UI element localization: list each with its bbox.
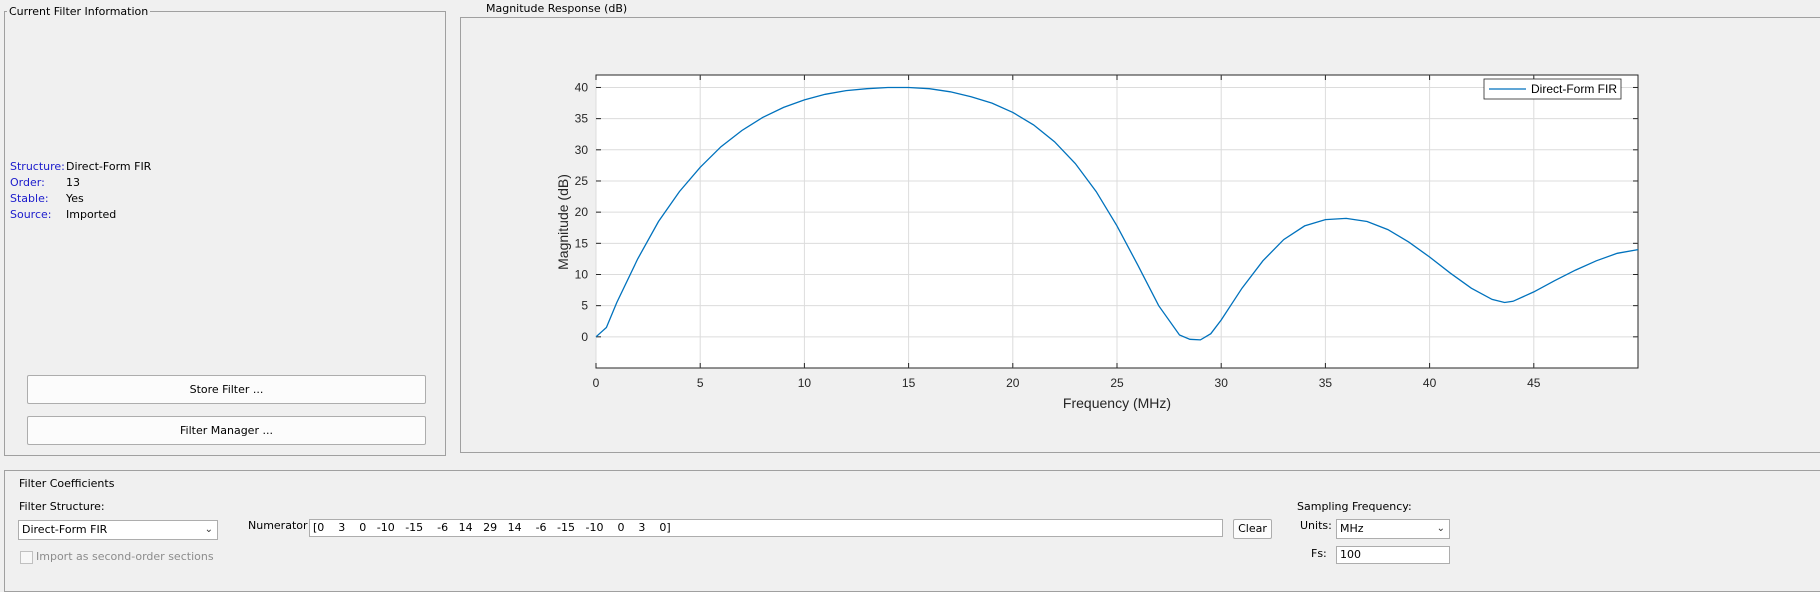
info-key: Stable: [10,192,49,205]
info-value: 13 [66,176,80,189]
x-tick-label: 40 [1423,376,1437,390]
legend: Direct-Form FIR [1483,78,1622,100]
magnitude-response-chart: 0 5 10 15 20 25 30 35 40 45 0 5 10 15 20 25 30 35 40 Freq… [555,74,1639,411]
info-row-structure: Structure:Direct-Form FIR [10,159,151,175]
numerator-label: Numerator [248,519,308,532]
info-row-stable: Stable: Yes [10,191,84,207]
y-tick-label: 25 [575,174,589,188]
series-line-direct-form-fir [595,86,1639,341]
filter-coefficients-panel-title: Filter Coefficients [17,477,117,490]
info-value: Yes [66,192,84,205]
filter-structure-dropdown[interactable]: Direct-Form FIR ⌄ [18,520,218,540]
y-tick-label: 30 [575,143,589,157]
x-tick-label: 25 [1110,376,1124,390]
sos-checkbox-label: Import as second-order sections [36,550,214,563]
x-tick-label: 30 [1215,376,1229,390]
info-key: Order: [10,176,45,189]
store-filter-button[interactable]: Store Filter ... [27,375,426,404]
info-key: Structure: [10,160,65,173]
filter-info-panel-title: Current Filter Information [7,5,151,18]
x-ticks: 0 5 10 15 20 25 30 35 40 45 [593,75,1541,390]
filter-info-panel [4,11,446,456]
y-tick-label: 5 [581,299,588,313]
filter-manager-button[interactable]: Filter Manager ... [27,416,426,445]
x-tick-label: 20 [1006,376,1020,390]
info-row-order: Order: 13 [10,175,80,191]
y-tick-label: 10 [575,267,589,281]
units-dropdown[interactable]: MHz ⌄ [1336,519,1450,539]
x-tick-label: 0 [593,376,600,390]
x-axis-label: Frequency (MHz) [1063,395,1171,411]
info-value: Direct-Form FIR [66,160,152,173]
y-tick-label: 15 [575,236,589,250]
filter-structure-label: Filter Structure: [19,500,105,513]
magnitude-response-panel [460,17,1820,453]
fs-input[interactable]: 100 [1336,546,1450,564]
legend-box [1483,78,1622,100]
magnitude-response-panel-title: Magnitude Response (dB) [484,2,630,15]
info-row-source: Source: Imported [10,207,116,223]
filter-structure-value: Direct-Form FIR [22,523,108,536]
x-tick-label: 5 [697,376,704,390]
x-tick-label: 15 [902,376,916,390]
fs-label: Fs: [1311,547,1327,560]
chevron-down-icon: ⌄ [204,524,213,535]
x-tick-label: 35 [1319,376,1333,390]
y-tick-label: 20 [575,205,589,219]
x-tick-label: 45 [1527,376,1541,390]
units-value: MHz [1340,522,1364,535]
clear-button[interactable]: Clear [1233,519,1272,539]
info-value: Imported [66,208,117,221]
units-label: Units: [1300,519,1332,532]
sos-checkbox[interactable] [20,551,33,564]
grid-lines [595,75,1638,368]
legend-label: Direct-Form FIR [1531,82,1617,96]
y-tick-label: 35 [575,112,589,126]
x-tick-label: 10 [798,376,812,390]
info-key: Source: [10,208,52,221]
y-tick-label: 40 [575,80,589,94]
sampling-frequency-label: Sampling Frequency: [1297,500,1412,513]
numerator-input[interactable]: [0 3 0 -10 -15 -6 14 29 14 -6 -15 -10 0 … [309,519,1223,537]
y-axis-label: Magnitude (dB) [555,174,571,270]
y-ticks: 0 5 10 15 20 25 30 35 40 [575,80,1638,344]
y-tick-label: 0 [581,330,588,344]
chevron-down-icon: ⌄ [1436,523,1445,534]
